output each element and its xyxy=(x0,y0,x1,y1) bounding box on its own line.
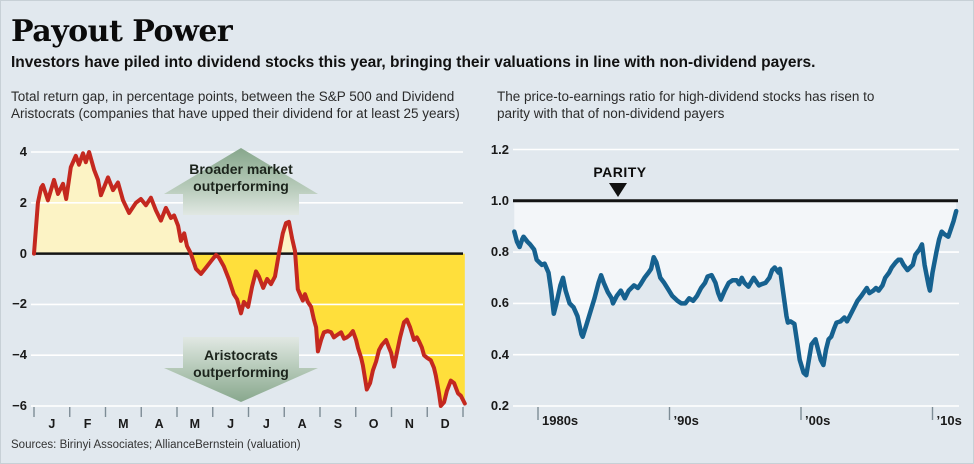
right-x-tick-label: ’10s xyxy=(936,413,962,428)
left-x-tick-label: O xyxy=(368,417,379,431)
left-y-tick-label: 2 xyxy=(19,194,27,210)
left-x-tick-label: J xyxy=(48,417,56,431)
left-y-tick-label: −4 xyxy=(12,347,27,363)
left-x-tick-label: J xyxy=(262,417,270,431)
left-x-tick-label: F xyxy=(83,417,92,431)
aristocrats-label-line1: Aristocrats xyxy=(204,347,278,363)
parity-annotation: PARITY xyxy=(593,164,647,180)
broader-market-arrow-label: Broader market outperforming xyxy=(131,161,351,195)
left-x-tick-label: M xyxy=(118,417,129,431)
page-title: Payout Power xyxy=(11,14,233,49)
right-y-tick-label: 0.4 xyxy=(490,346,509,362)
right-y-tick-label: 0.2 xyxy=(490,398,509,413)
pe-ratio-line xyxy=(512,208,959,378)
broader-market-label-line1: Broader market xyxy=(189,161,293,177)
aristocrats-label-line2: outperforming xyxy=(193,364,289,380)
right-chart-description: The price-to-earnings ratio for high-div… xyxy=(497,89,875,121)
return-gap-line xyxy=(32,150,467,408)
parity-arrow-icon xyxy=(609,183,627,197)
right-x-tick-label: ’00s xyxy=(805,413,831,428)
left-x-tick-label: M xyxy=(189,417,201,431)
right-y-tick-label: 0.8 xyxy=(490,244,509,260)
right-x-tick-label: 1980s xyxy=(542,413,579,428)
left-x-tick-label: J xyxy=(227,417,235,431)
left-y-tick-label: 4 xyxy=(19,144,27,159)
left-x-tick-label: N xyxy=(404,417,414,431)
right-x-tick-label: ’90s xyxy=(673,413,699,428)
left-x-tick-label: S xyxy=(333,417,343,431)
right-y-tick-label: 0.6 xyxy=(490,295,509,311)
left-chart-description: Total return gap, in percentage points, … xyxy=(11,89,460,121)
aristocrats-arrow-label: Aristocrats outperforming xyxy=(131,347,351,381)
pe-gap-area xyxy=(514,200,957,376)
right-y-tick-label: 1.2 xyxy=(490,141,509,157)
left-x-tick-label: A xyxy=(154,417,164,431)
up-arrow xyxy=(164,148,318,215)
right-y-tick-label: 1.0 xyxy=(490,192,509,208)
source-note: Sources: Birinyi Associates; AllianceBer… xyxy=(11,439,301,451)
down-arrow xyxy=(164,337,318,402)
left-x-tick-label: D xyxy=(440,417,450,431)
positive-gap-area xyxy=(34,152,465,254)
left-y-tick-label: −6 xyxy=(12,398,27,413)
broader-market-label-line2: outperforming xyxy=(193,178,289,194)
left-y-tick-label: −2 xyxy=(12,296,27,312)
graphic-subtitle: Investors have piled into dividend stock… xyxy=(11,54,816,71)
left-x-tick-label: A xyxy=(297,417,307,431)
left-y-tick-label: 0 xyxy=(19,245,27,261)
